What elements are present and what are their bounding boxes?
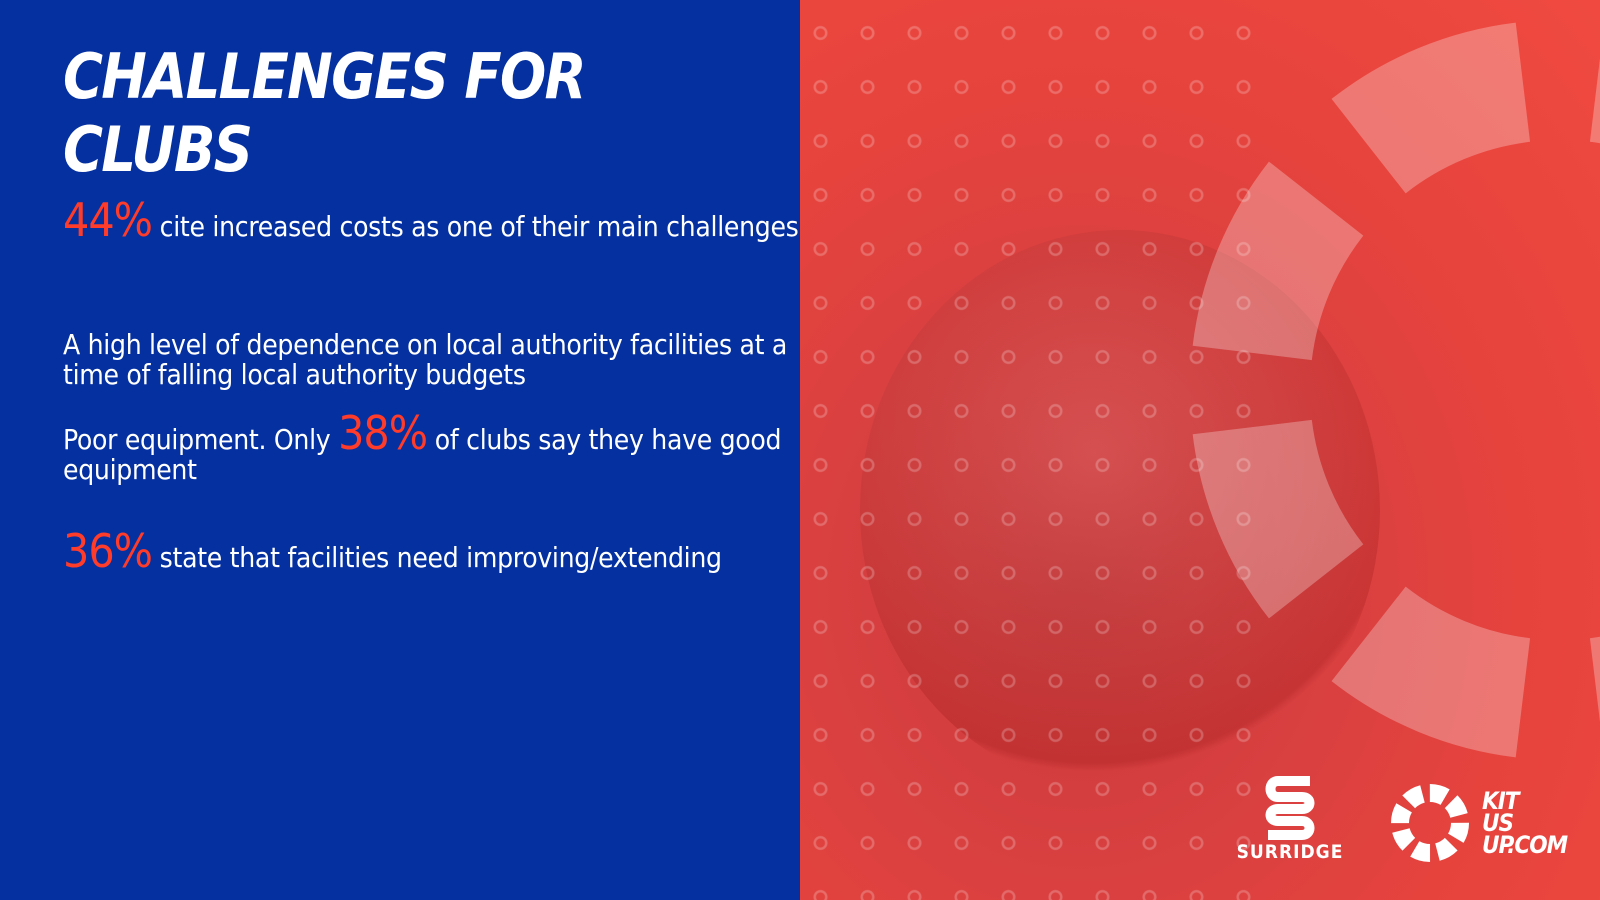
ring-segment (1192, 161, 1364, 361)
stat-item-facilities: 36% state that facilities need improving… (63, 528, 823, 574)
surridge-logo: SURRIDGE (1215, 775, 1365, 863)
kitusup-ring-icon (1391, 784, 1469, 862)
stat-text: state that facilities need improving/ext… (151, 541, 722, 574)
stat-item-equipment: Poor equipment. Only 38% of clubs say th… (63, 410, 803, 486)
stat-item-dependence: A high level of dependence on local auth… (63, 330, 803, 390)
page-title: CHALLENGES FOR CLUBS (63, 40, 587, 186)
ring-segment (1331, 586, 1531, 758)
football-image (860, 230, 1380, 790)
stat-item-costs: 44% cite increased costs as one of their… (63, 197, 803, 243)
stat-text: A high level of dependence on local auth… (63, 328, 788, 391)
stat-text: cite increased costs as one of their mai… (151, 210, 799, 243)
left-panel: CHALLENGES FOR CLUBS 44% cite increased … (0, 0, 800, 900)
ring-segment (1589, 636, 1600, 722)
surridge-wordmark: SURRIDGE (1236, 841, 1344, 863)
kitusup-wordmark: KIT US UP.COM (1482, 787, 1568, 859)
ring-segment (1589, 58, 1600, 144)
dot-pattern (800, 0, 1260, 900)
stat-text: Poor equipment. Only (63, 423, 339, 456)
ring-segment (1192, 419, 1364, 619)
stat-highlight: 36% (63, 524, 153, 578)
ring-graphic (1192, 22, 1600, 758)
stat-text: of clubs say they have good equipment (63, 423, 782, 486)
stat-highlight: 44% (63, 193, 153, 247)
surridge-s-icon (1265, 776, 1315, 840)
stat-highlight: 38% (338, 406, 428, 460)
ring-segment (1331, 22, 1531, 194)
kitusup-logo: KIT US UP.COM (1390, 783, 1568, 863)
image-panel: SURRIDGE KIT US UP.COM (800, 0, 1600, 900)
